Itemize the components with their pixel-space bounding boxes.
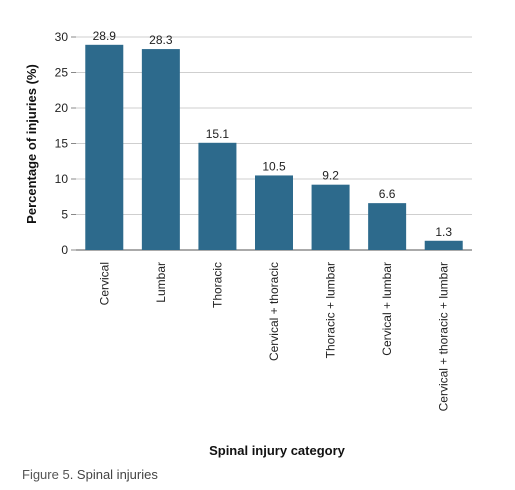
y-tick-label: 15 [55,137,69,151]
figure-caption: Figure 5. Spinal injuries [22,467,158,482]
bar [255,175,293,250]
bar [141,49,180,250]
y-tick-label: 0 [61,243,68,257]
x-tick-label: Cervical + lumbar [380,262,394,356]
y-tick-label: 20 [55,101,69,115]
x-tick-label: Thoracic [210,262,224,308]
x-tick-label: Cervical [97,262,111,305]
x-axis-ticks: Cervical Lumbar Thoracic Cervical + thoraci… [97,262,450,411]
x-tick-label: Thoracic + lumbar [324,262,338,358]
y-axis-label: Percentage of injuries (%) [24,64,39,224]
bars [85,44,463,251]
x-tick-label: Cervical + thoracic [267,262,281,361]
y-tick-label: 10 [55,172,69,186]
data-label: 6.6 [379,187,396,201]
figure-label: Figure 5 [22,467,70,482]
y-tick-label: 25 [55,66,69,80]
bar [198,142,237,250]
data-label: 10.5 [262,159,286,173]
data-labels: 28.9 28.3 15.1 10.5 9.2 6.6 1.3 [93,29,453,239]
x-tick-label: Cervical + thoracic + lumbar [437,262,451,411]
bar [85,44,124,251]
y-tick-label: 5 [61,208,68,222]
x-tick-label: Lumbar [154,262,168,303]
data-label: 15.1 [206,127,230,141]
data-label: 28.3 [149,33,173,47]
bar-chart: 0 5 10 15 20 25 30 28.9 28.3 15.1 10.5 9.2 6.6 1.3 C… [24,29,472,458]
data-label: 1.3 [435,225,452,239]
x-axis-label: Spinal injury category [209,443,346,458]
bar [368,203,407,250]
data-label: 9.2 [322,169,339,183]
y-axis-ticks: 0 5 10 15 20 25 30 [55,30,76,257]
data-label: 28.9 [93,29,117,43]
figure-caption-text: . Spinal injuries [69,467,158,482]
y-tick-label: 30 [55,30,69,44]
bar [424,240,463,250]
bar [311,184,350,250]
